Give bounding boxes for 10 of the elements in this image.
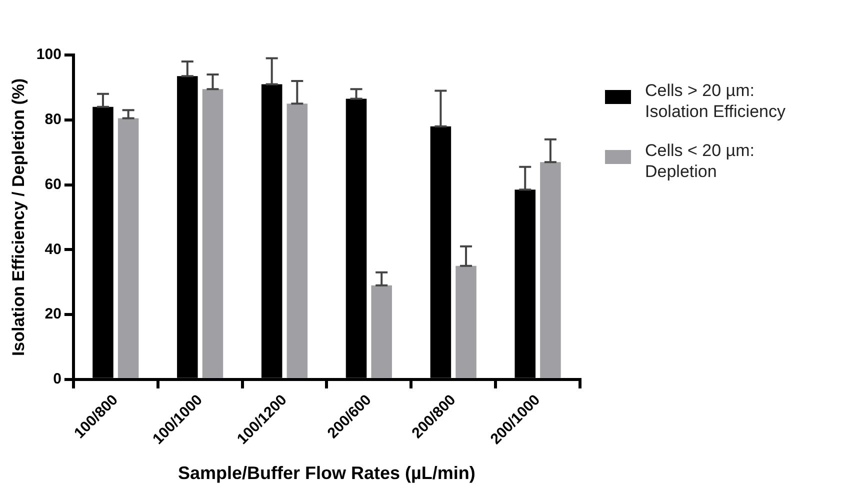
y-axis-title: Isolation Efficiency / Depletion (%) [8,78,28,356]
x-axis-title: Sample/Buffer Flow Rates (µL/min) [178,463,476,484]
legend-label: Cells > 20 µm: Isolation Efficiency [645,80,786,122]
y-tick-label: 60 [44,176,62,193]
legend-label: Cells < 20 µm: Depletion [645,140,756,182]
y-tick-label: 40 [44,240,62,258]
y-tick-label: 0 [53,370,62,388]
y-tick-label: 80 [44,111,62,128]
y-tick-label: 100 [36,46,62,64]
y-tick-label: 20 [44,306,62,323]
